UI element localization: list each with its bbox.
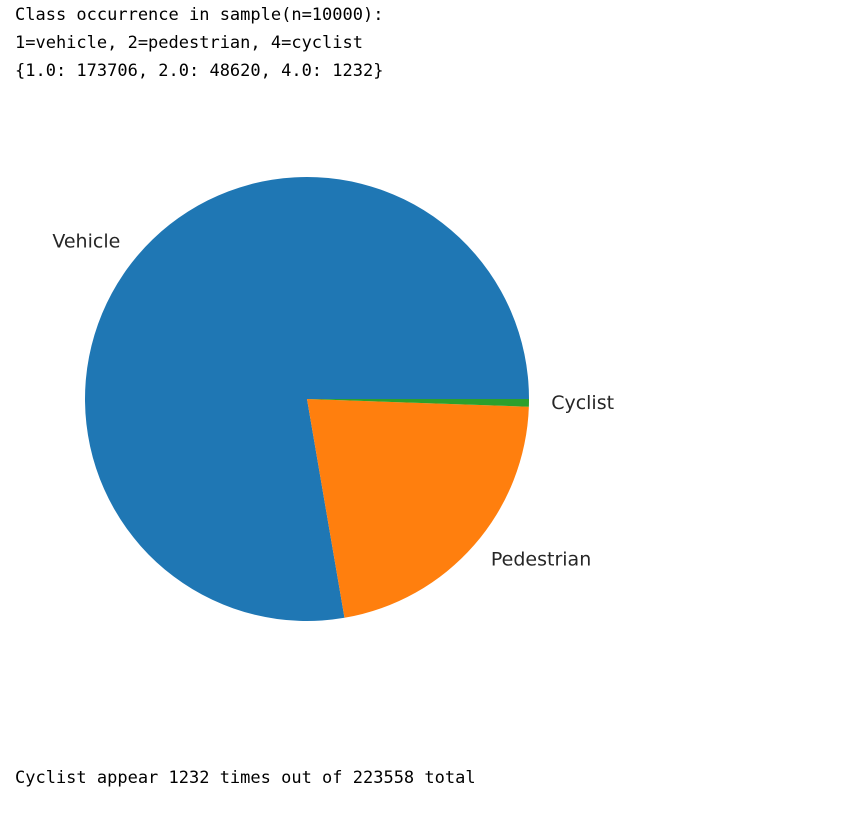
pie-label-vehicle: Vehicle [52, 231, 120, 253]
pie-slice-cyclist [307, 399, 530, 407]
output-line-3: {1.0: 173706, 2.0: 48620, 4.0: 1232} [15, 61, 384, 81]
pie-slice-vehicle [85, 176, 530, 621]
output-line-2: 1=vehicle, 2=pedestrian, 4=cyclist [15, 33, 363, 53]
output-line-1: Class occurrence in sample(n=10000): [15, 5, 384, 25]
pie-slice-pedestrian [307, 399, 529, 618]
pie-slices [85, 176, 530, 621]
pie-label-pedestrian: Pedestrian [491, 549, 591, 571]
pie-labels: Vehicle Pedestrian Cyclist [52, 231, 614, 571]
output-footer: Cyclist appear 1232 times out of 223558 … [15, 768, 476, 788]
pie-label-cyclist: Cyclist [551, 392, 614, 414]
